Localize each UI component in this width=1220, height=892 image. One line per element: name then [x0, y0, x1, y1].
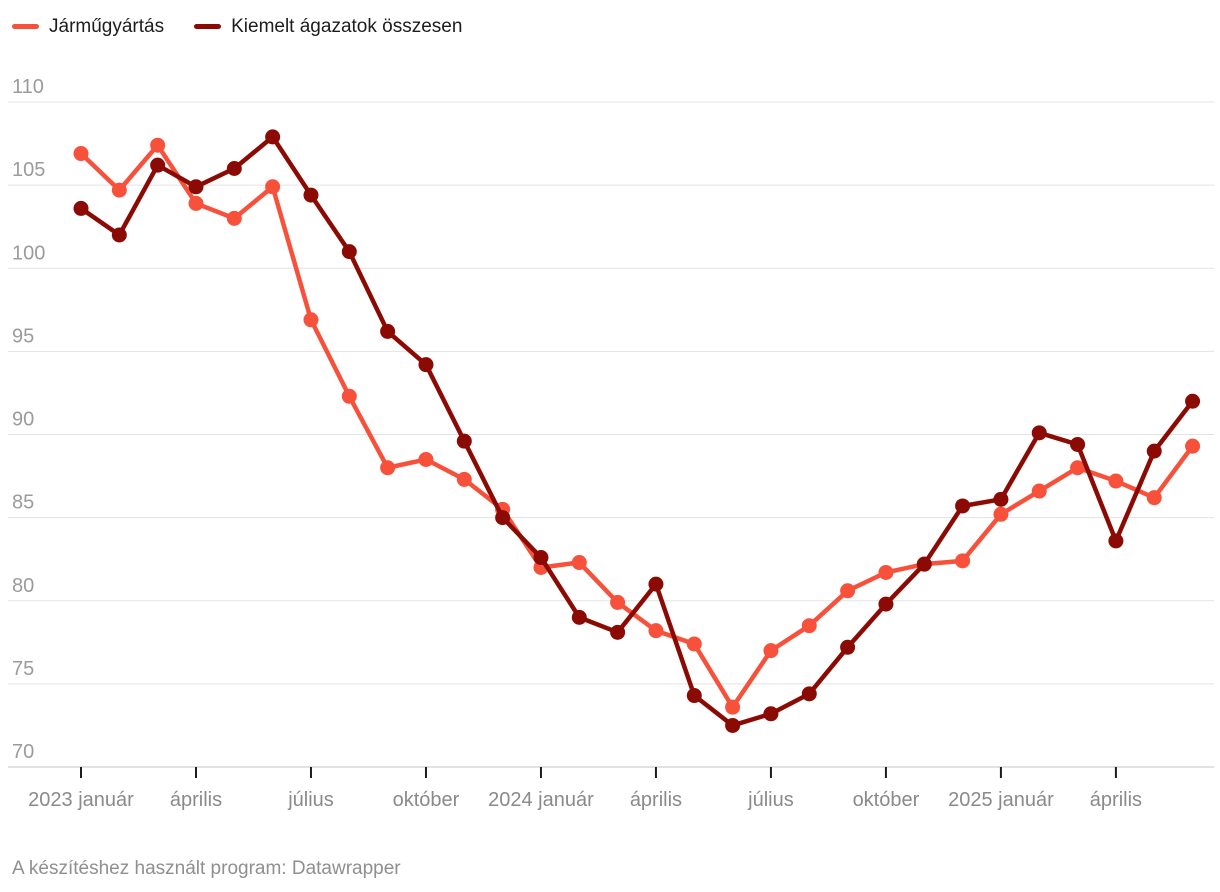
- x-tick-label: április: [630, 789, 682, 811]
- data-point: [418, 357, 434, 373]
- data-point: [571, 555, 587, 571]
- y-tick-label: 75: [12, 658, 34, 680]
- x-tick-label: október: [853, 789, 920, 811]
- data-point: [380, 323, 396, 339]
- data-point: [1185, 438, 1201, 454]
- data-point: [878, 564, 894, 580]
- legend-item-label: Kiemelt ágazatok összesen: [231, 16, 463, 37]
- data-point: [265, 129, 281, 145]
- data-point: [1031, 425, 1047, 441]
- data-point: [150, 137, 166, 153]
- data-point: [648, 576, 664, 592]
- legend-swatch-icon: [194, 24, 222, 29]
- data-point: [150, 157, 166, 173]
- data-point: [610, 624, 626, 640]
- data-point: [725, 699, 741, 715]
- y-tick-label: 80: [12, 575, 34, 597]
- data-point: [840, 583, 856, 599]
- footer-note: A készítéshez használt program: Datawrap…: [12, 858, 401, 879]
- x-tick-label: 2024 január: [488, 789, 594, 811]
- data-point: [955, 498, 971, 514]
- data-point: [73, 146, 89, 162]
- series-line: [78, 134, 1195, 728]
- x-tick-label: július: [747, 789, 794, 811]
- y-tick-label: 85: [12, 492, 34, 514]
- data-point: [1070, 460, 1086, 476]
- x-tick-label: 2025 január: [948, 789, 1054, 811]
- x-tick-label: április: [170, 789, 222, 811]
- data-point: [1108, 473, 1124, 489]
- legend-item-kiemelt-gazatok-sszesen: Kiemelt ágazatok összesen: [194, 17, 462, 36]
- data-point: [916, 556, 932, 572]
- data-point: [610, 594, 626, 610]
- data-point: [111, 182, 127, 198]
- data-point: [1031, 483, 1047, 499]
- data-point: [341, 388, 357, 404]
- x-tick-label: április: [1090, 789, 1142, 811]
- y-tick-label: 100: [12, 242, 45, 264]
- y-axis-labels: 70 75 80 85 90 95 100 105 110: [12, 76, 45, 763]
- data-point: [533, 550, 549, 566]
- data-point: [495, 510, 511, 526]
- data-point: [418, 451, 434, 467]
- data-point: [725, 717, 741, 733]
- y-tick-label: 110: [12, 76, 44, 98]
- x-axis-ticks: [80, 767, 1117, 778]
- x-tick-label: július: [287, 789, 334, 811]
- data-point: [111, 227, 127, 243]
- x-axis-labels: 2023 január április július október 2024 janu…: [28, 789, 1142, 811]
- gridlines: [8, 101, 1214, 768]
- data-point: [226, 161, 242, 176]
- data-point: [1146, 443, 1162, 459]
- series-line: [78, 142, 1195, 710]
- data-point: [188, 179, 204, 195]
- data-point: [648, 623, 664, 639]
- series-kiemelt-gazatok-sszesen: [73, 129, 1201, 733]
- data-point: [1146, 490, 1162, 506]
- legend-swatch-icon: [12, 24, 39, 29]
- data-point: [265, 179, 281, 195]
- data-point: [1185, 393, 1201, 409]
- data-point: [1108, 533, 1124, 549]
- data-point: [763, 706, 779, 722]
- data-point: [188, 195, 204, 211]
- data-point: [456, 433, 472, 449]
- data-point: [380, 460, 396, 476]
- data-point: [993, 506, 1009, 522]
- data-point: [226, 210, 242, 226]
- legend: Járműgyártás Kiemelt ágazatok összesen: [12, 17, 462, 36]
- data-point: [341, 244, 357, 260]
- data-point: [456, 471, 472, 487]
- y-tick-label: 95: [12, 325, 34, 347]
- data-point: [571, 609, 587, 625]
- data-point: [686, 688, 702, 704]
- x-tick-label: október: [393, 789, 460, 811]
- legend-item-j-rm-gy-rt-s: Járműgyártás: [12, 17, 164, 36]
- data-point: [686, 636, 702, 652]
- y-tick-label: 90: [12, 409, 34, 431]
- y-tick-label: 70: [12, 741, 34, 763]
- data-point: [955, 553, 971, 569]
- x-tick-label: 2023 január: [28, 789, 134, 811]
- data-point: [1070, 436, 1086, 452]
- data-point: [303, 187, 319, 203]
- data-point: [801, 618, 817, 634]
- data-point: [763, 643, 779, 659]
- data-point: [840, 639, 856, 655]
- data-point: [303, 312, 319, 328]
- y-tick-label: 105: [12, 159, 45, 181]
- legend-item-label: Járműgyártás: [49, 16, 165, 37]
- data-point: [878, 596, 894, 612]
- data-point: [993, 491, 1009, 507]
- series-j-rm-gy-rt-s: [73, 137, 1201, 715]
- data-point: [73, 200, 89, 216]
- data-point: [801, 686, 817, 702]
